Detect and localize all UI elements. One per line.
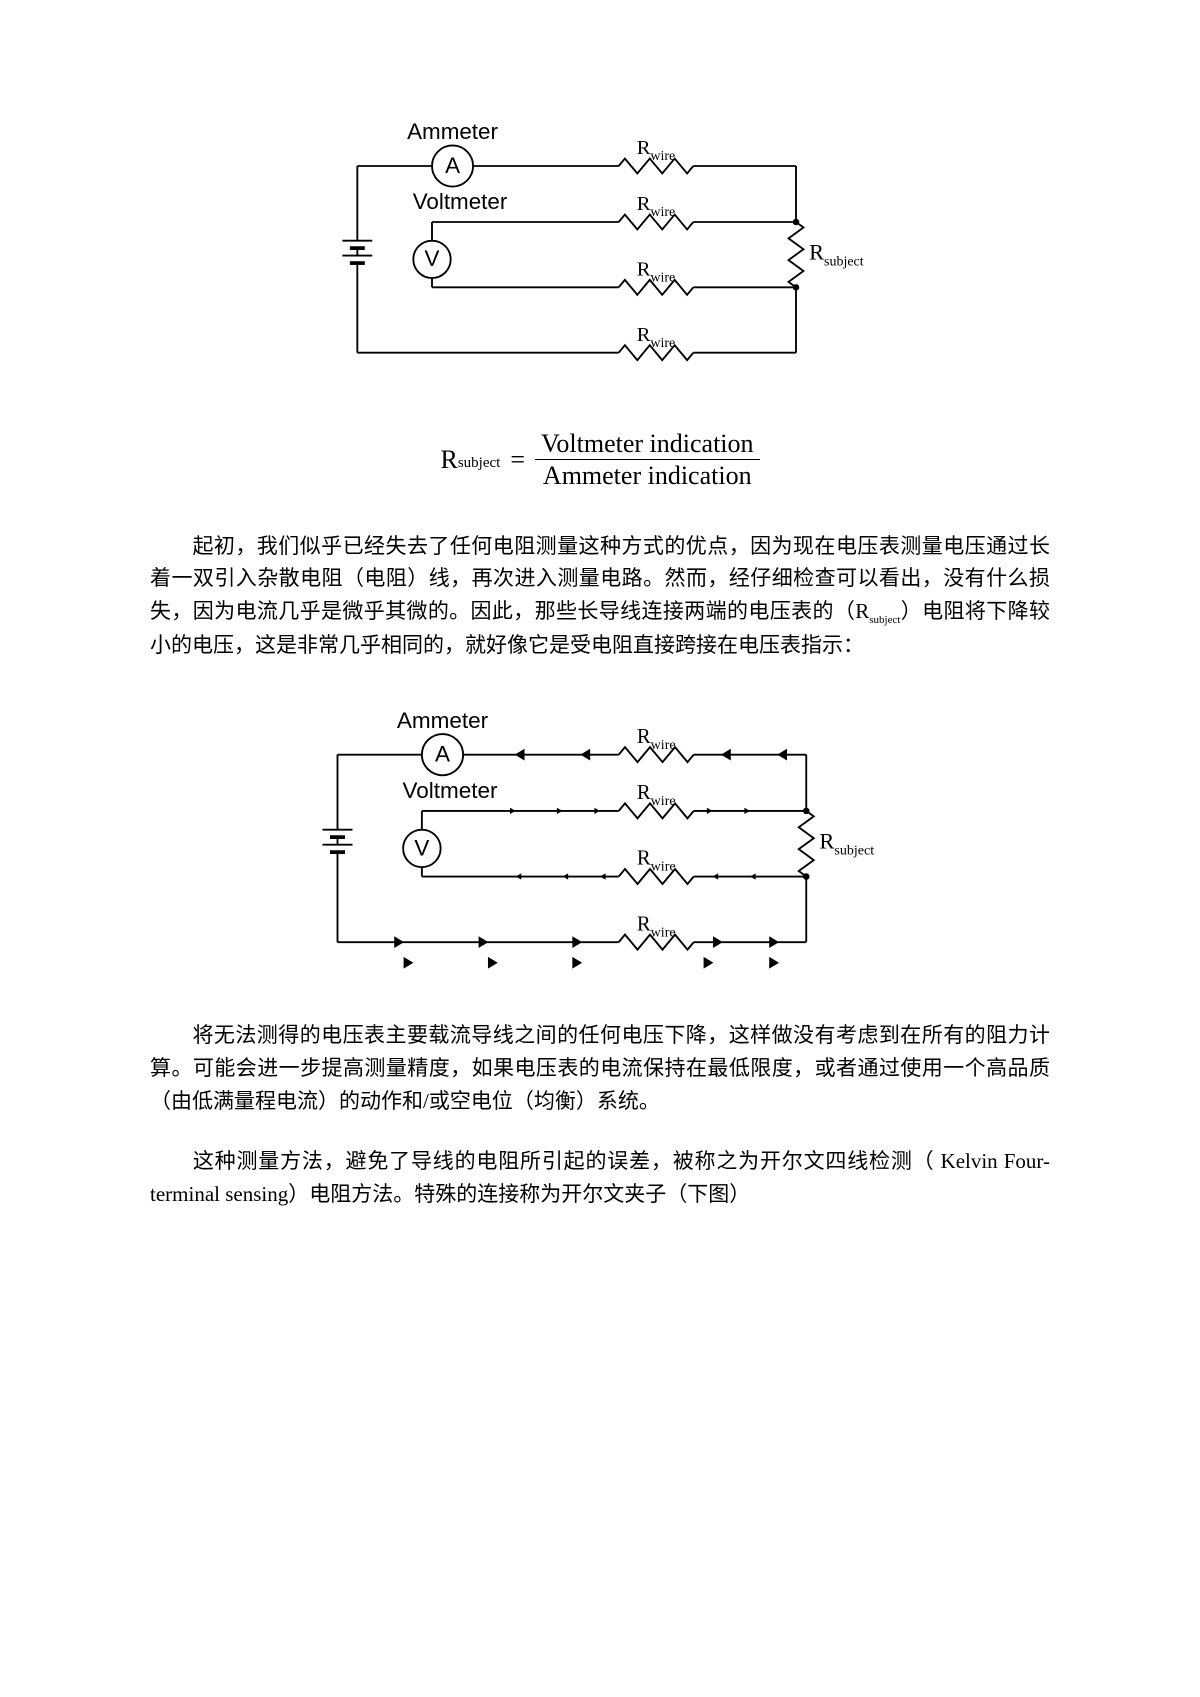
paragraph-2: 将无法测得的电压表主要载流导线之间的任何电压下降，这样做没有考虑到在所有的阻力计… bbox=[150, 1019, 1050, 1117]
svg-text:Rsubject: Rsubject bbox=[809, 240, 864, 270]
formula-lhs-sub: subject bbox=[458, 455, 501, 472]
svg-text:Ammeter: Ammeter bbox=[397, 708, 489, 733]
svg-text:A: A bbox=[435, 742, 450, 767]
svg-text:V: V bbox=[414, 836, 429, 861]
svg-text:Rwire: Rwire bbox=[637, 848, 676, 876]
svg-text:A: A bbox=[445, 153, 460, 178]
svg-text:Rsubject: Rsubject bbox=[819, 829, 874, 859]
circuit-diagram-2: A V Ammeter Voltmeter Rwire Rwire Rwire Rwire Rs… bbox=[150, 689, 1050, 989]
p1-rsubject: Rsubject bbox=[855, 599, 900, 623]
formula-fraction: Voltmeter indication Ammeter indication bbox=[535, 430, 760, 490]
formula-rsubject: Rsubject = Voltmeter indication Ammeter … bbox=[150, 430, 1050, 490]
svg-text:V: V bbox=[425, 246, 440, 271]
svg-text:Ammeter: Ammeter bbox=[407, 119, 498, 144]
svg-text:Rwire: Rwire bbox=[637, 913, 676, 941]
svg-text:Rwire: Rwire bbox=[637, 782, 676, 810]
circuit-diagram-1: A V Ammeter Voltmeter Rwire Rwire Rwire Rwire Rs… bbox=[150, 100, 1050, 400]
formula-denominator: Ammeter indication bbox=[537, 460, 758, 489]
circuit-svg-1: A V Ammeter Voltmeter Rwire Rwire Rwire Rwire Rs… bbox=[320, 100, 880, 400]
svg-text:Rwire: Rwire bbox=[637, 137, 676, 164]
p2-text: 将无法测得的电压表主要载流导线之间的任何电压下降，这样做没有考虑到在所有的阻力计… bbox=[150, 1023, 1050, 1112]
svg-text:Rwire: Rwire bbox=[637, 258, 676, 285]
formula-equals: = bbox=[510, 445, 525, 475]
document-page: A V Ammeter Voltmeter Rwire Rwire Rwire Rwire Rs… bbox=[0, 0, 1200, 1338]
formula-lhs-R: R bbox=[440, 445, 457, 475]
paragraph-3: 这种测量方法，避免了导线的电阻所引起的误差，被称之为开尔文四线检测（ Kelvi… bbox=[150, 1145, 1050, 1210]
svg-text:Voltmeter: Voltmeter bbox=[413, 189, 508, 214]
p3-text: 这种测量方法，避免了导线的电阻所引起的误差，被称之为开尔文四线检测（ Kelvi… bbox=[150, 1149, 1050, 1206]
formula-numerator: Voltmeter indication bbox=[535, 430, 760, 459]
paragraph-1: 起初，我们似乎已经失去了任何电阻测量这种方式的优点，因为现在电压表测量电压通过长… bbox=[150, 530, 1050, 662]
svg-text:Rwire: Rwire bbox=[637, 726, 676, 754]
svg-text:Voltmeter: Voltmeter bbox=[402, 779, 498, 804]
svg-text:Rwire: Rwire bbox=[637, 193, 676, 220]
svg-text:Rwire: Rwire bbox=[637, 324, 676, 351]
circuit-svg-2: A V Ammeter Voltmeter Rwire Rwire Rwire Rwire Rs… bbox=[300, 689, 900, 989]
